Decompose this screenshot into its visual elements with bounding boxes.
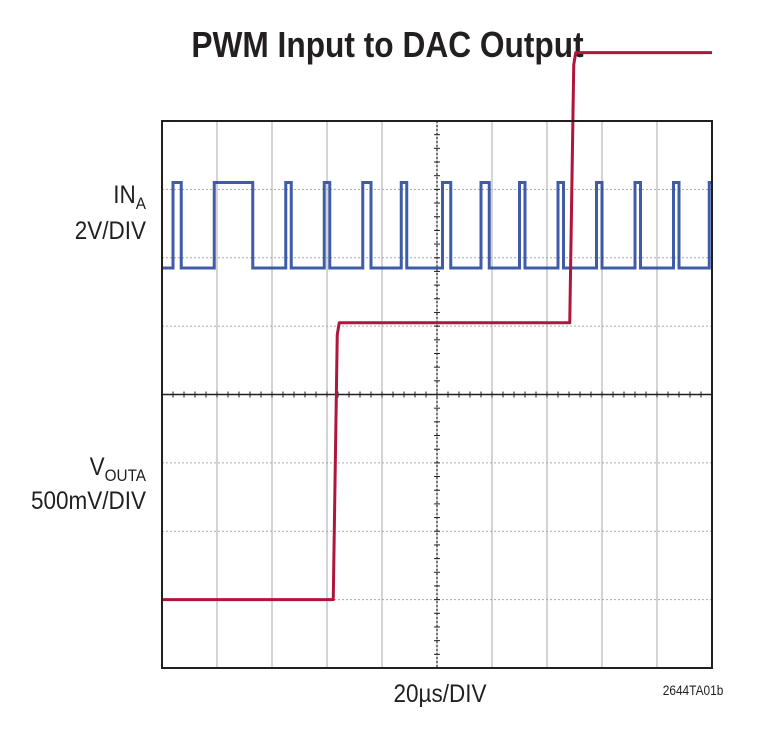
vout-a-main: V — [89, 453, 105, 481]
x-axis-label: 20µs/DIV — [393, 680, 487, 708]
in-a-scale-label: 2V/DIV — [74, 217, 146, 245]
plot-frame — [161, 120, 713, 669]
in-a-channel-label: INA — [24, 180, 146, 219]
grid — [161, 120, 713, 669]
in-a-main: IN — [113, 181, 136, 209]
vout-a-sub: OUTA — [104, 466, 146, 485]
figure-id: 2644TA01b — [662, 682, 723, 698]
vout-a-trace — [162, 51, 712, 602]
in-a-trace — [162, 181, 712, 270]
in-a-sub: A — [135, 194, 146, 213]
vout-a-scale-label: 500mV/DIV — [30, 487, 147, 515]
vout-a-channel-label: VOUTA — [24, 452, 146, 491]
chart-title: PWM Input to DAC Output — [191, 24, 584, 65]
traces — [162, 51, 712, 602]
